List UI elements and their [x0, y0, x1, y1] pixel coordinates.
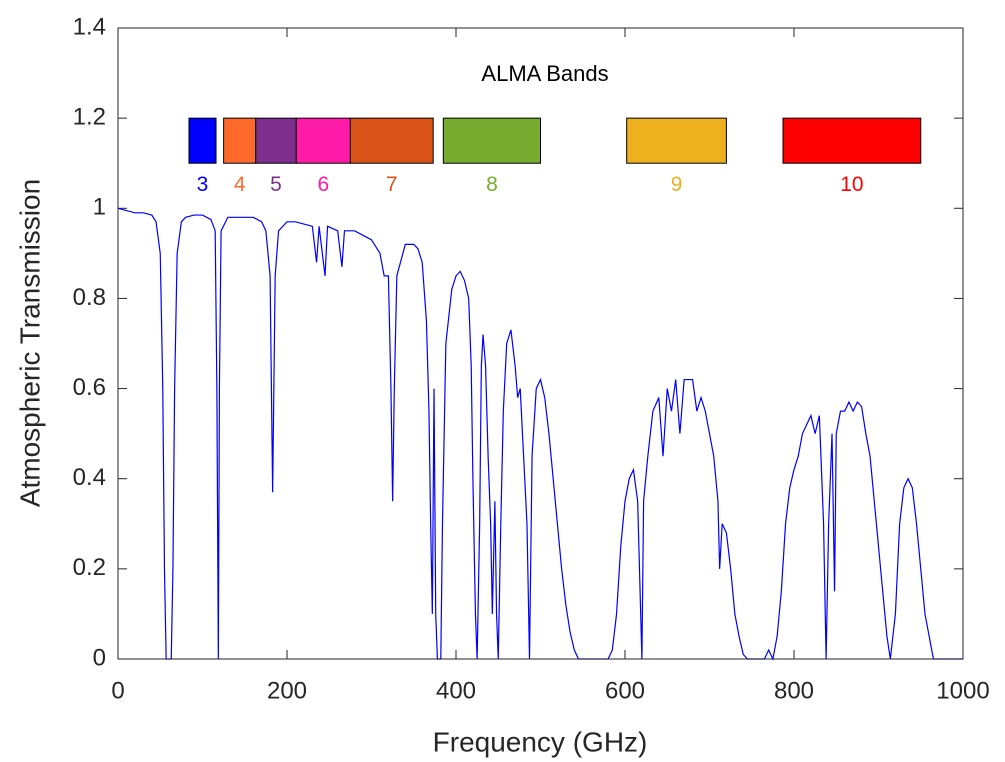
x-tick-label: 200	[267, 677, 307, 704]
x-tick-label: 600	[605, 677, 645, 704]
band-label: 9	[671, 173, 683, 196]
band-box	[782, 117, 922, 164]
band-label: 6	[317, 173, 329, 196]
x-tick-label: 0	[111, 677, 124, 704]
transmission-line	[117, 207, 963, 661]
y-axis-label: Atmospheric Transmission	[14, 179, 45, 507]
y-tick-label: 0.6	[73, 374, 106, 401]
annotation: ALMA Bands	[481, 61, 608, 86]
axes-box	[117, 27, 964, 660]
band-label: 5	[270, 173, 282, 196]
y-tick-label: 1.2	[73, 103, 106, 130]
band-box	[188, 117, 217, 164]
band-box	[295, 117, 351, 164]
band-label: 4	[234, 173, 246, 196]
band-label: 8	[486, 173, 498, 196]
band-box	[626, 117, 727, 164]
band-label: 3	[197, 173, 209, 196]
y-tick-label: 0	[93, 644, 106, 671]
x-tick-label: 1000	[936, 677, 989, 704]
band-label: 10	[840, 173, 863, 196]
y-tick-label: 0.4	[73, 464, 106, 491]
band-box	[442, 117, 542, 164]
y-tick-label: 1.4	[73, 13, 106, 40]
y-tick-label: 0.2	[73, 554, 106, 581]
band-box	[349, 117, 434, 164]
x-axis-label: Frequency (GHz)	[433, 726, 648, 757]
x-tick-label: 800	[774, 677, 814, 704]
band-label: 7	[386, 173, 398, 196]
band-box	[223, 117, 257, 164]
x-tick-label: 400	[436, 677, 476, 704]
y-tick-label: 1	[93, 194, 106, 221]
y-tick-label: 0.8	[73, 284, 106, 311]
band-box	[255, 117, 297, 164]
